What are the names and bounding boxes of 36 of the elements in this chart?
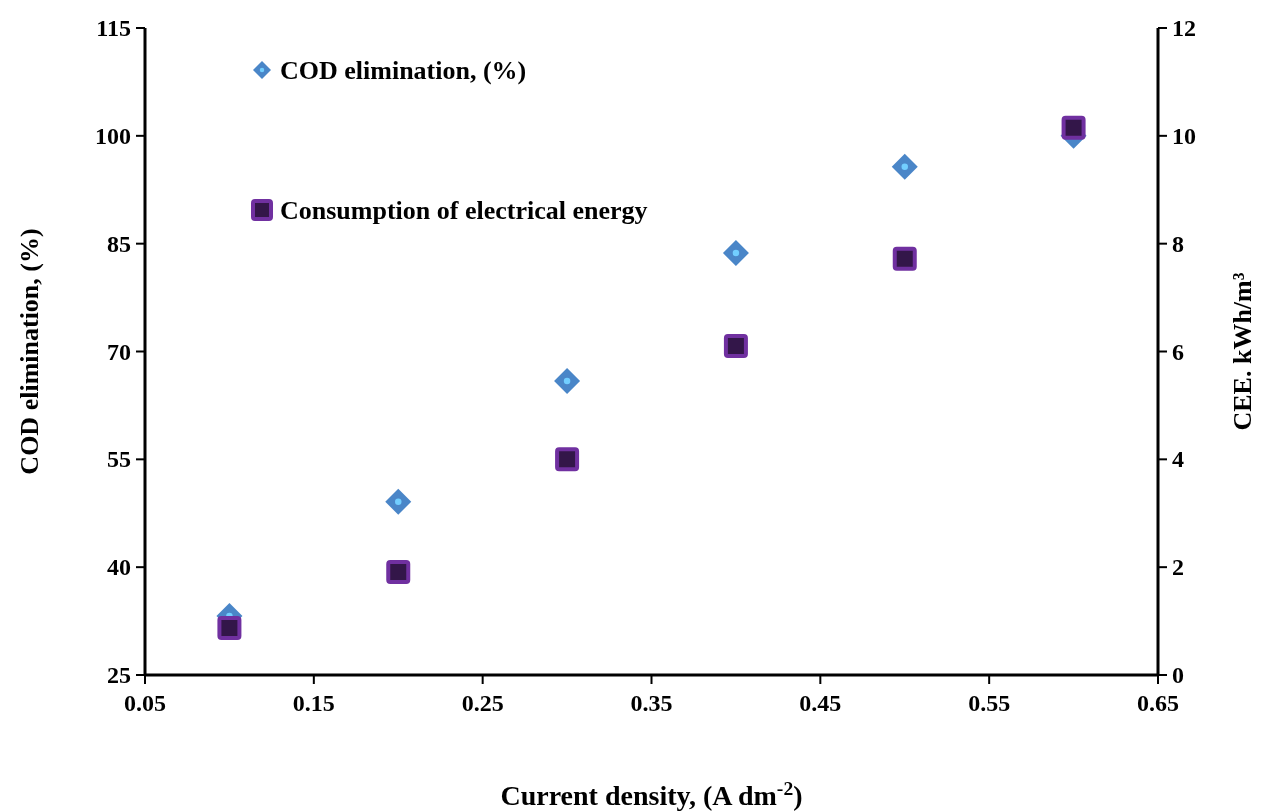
point bbox=[1061, 115, 1086, 140]
point bbox=[891, 153, 918, 180]
point bbox=[554, 367, 581, 394]
y2-tick-label: 12 bbox=[1172, 15, 1196, 41]
y-tick-label: 115 bbox=[96, 15, 131, 41]
x-tick-label: 0.35 bbox=[630, 690, 673, 716]
y-tick-label: 40 bbox=[107, 554, 131, 581]
point bbox=[385, 488, 412, 515]
y-tick-label: 100 bbox=[95, 122, 131, 149]
y2-tick-label: 8 bbox=[1172, 230, 1184, 257]
y2-tick-label: 4 bbox=[1172, 446, 1184, 473]
legend-label: Consumption of electrical energy bbox=[280, 196, 648, 225]
point bbox=[386, 560, 411, 585]
x-axis-title: Current density, (A dm$^{-2}$) bbox=[500, 777, 803, 811]
y-tick-label: 55 bbox=[107, 446, 131, 473]
x-tick-label: 0.25 bbox=[461, 690, 504, 716]
y-tick-label: 25 bbox=[107, 662, 131, 688]
y2-tick-label: 10 bbox=[1172, 122, 1196, 149]
x-tick-label: 0.45 bbox=[799, 690, 842, 716]
y-tick-label: 85 bbox=[107, 230, 131, 257]
point bbox=[555, 447, 580, 472]
y-tick-label: 70 bbox=[107, 338, 131, 365]
point bbox=[217, 616, 242, 641]
point bbox=[892, 246, 917, 271]
x-tick-label: 0.65 bbox=[1137, 690, 1179, 716]
y2-tick-label: 2 bbox=[1172, 554, 1184, 581]
y-axis-title: COD elimination, (%) bbox=[15, 228, 44, 475]
x-tick-label: 0.15 bbox=[292, 690, 335, 716]
point bbox=[722, 240, 749, 267]
y2-tick-label: 0 bbox=[1172, 662, 1184, 688]
y2-axis-title: CEE. kWh/m³ bbox=[1228, 272, 1257, 431]
point bbox=[723, 334, 748, 359]
legend-label: COD elimination, (%) bbox=[280, 56, 527, 85]
x-tick-label: 0.55 bbox=[968, 690, 1011, 716]
y2-tick-label: 6 bbox=[1172, 338, 1184, 365]
x-tick-label: 0.05 bbox=[124, 690, 166, 716]
